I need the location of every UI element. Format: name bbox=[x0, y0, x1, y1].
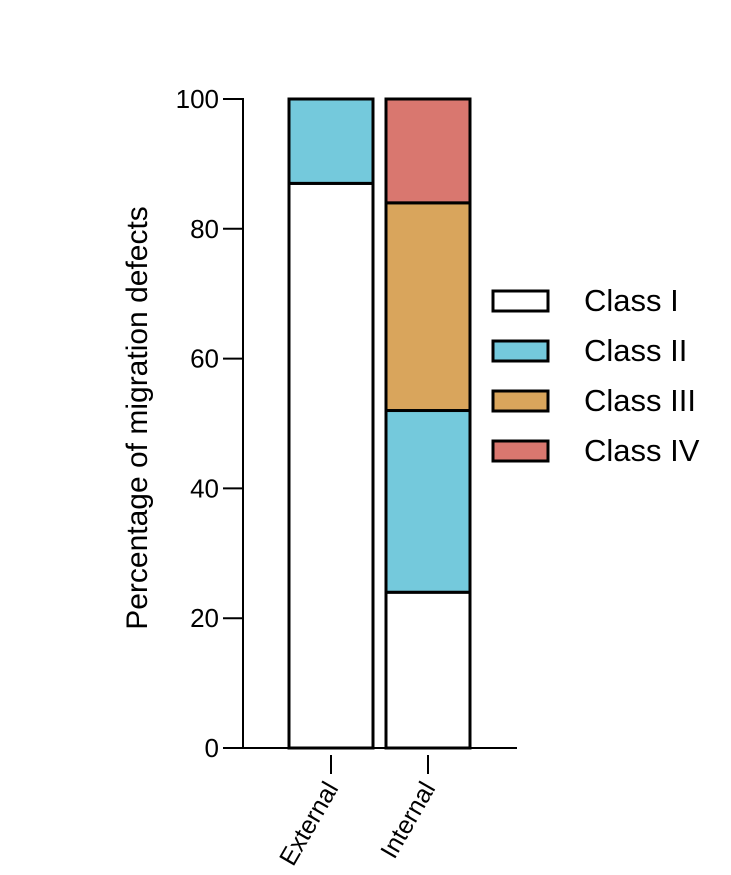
legend-swatch-class-iii bbox=[491, 389, 550, 413]
x-tick-label-internal: Internal bbox=[375, 777, 441, 863]
x-tick-label-external: External bbox=[274, 777, 344, 870]
legend-label-class-i: Class I bbox=[584, 283, 679, 318]
bar-internal-class-iv bbox=[384, 97, 472, 205]
legend: Class I Class II Class III Class IV bbox=[491, 283, 700, 468]
y-tick-label-80: 80 bbox=[190, 214, 219, 244]
legend-label-class-ii: Class II bbox=[584, 333, 687, 368]
y-tick-label-100: 100 bbox=[176, 84, 219, 114]
legend-swatch-class-i bbox=[491, 289, 550, 313]
bar-internal-class-iii bbox=[384, 201, 472, 413]
y-tick-label-0: 0 bbox=[205, 733, 219, 763]
legend-swatch-class-iv bbox=[491, 439, 550, 463]
bar-internal-class-i bbox=[384, 590, 472, 750]
y-tick-label-20: 20 bbox=[190, 603, 219, 633]
bar-internal-class-ii bbox=[384, 409, 472, 594]
legend-label-class-iv: Class IV bbox=[584, 433, 700, 468]
y-tick-label-60: 60 bbox=[190, 344, 219, 374]
y-tick-label-40: 40 bbox=[190, 473, 219, 503]
legend-label-class-iii: Class III bbox=[584, 383, 696, 418]
legend-swatch-class-ii bbox=[491, 339, 550, 363]
bar-external-class-ii bbox=[287, 97, 375, 185]
bars-group bbox=[287, 97, 472, 750]
bar-external-class-i bbox=[287, 181, 375, 750]
y-axis-label: Percentage of migration defects bbox=[121, 206, 154, 630]
